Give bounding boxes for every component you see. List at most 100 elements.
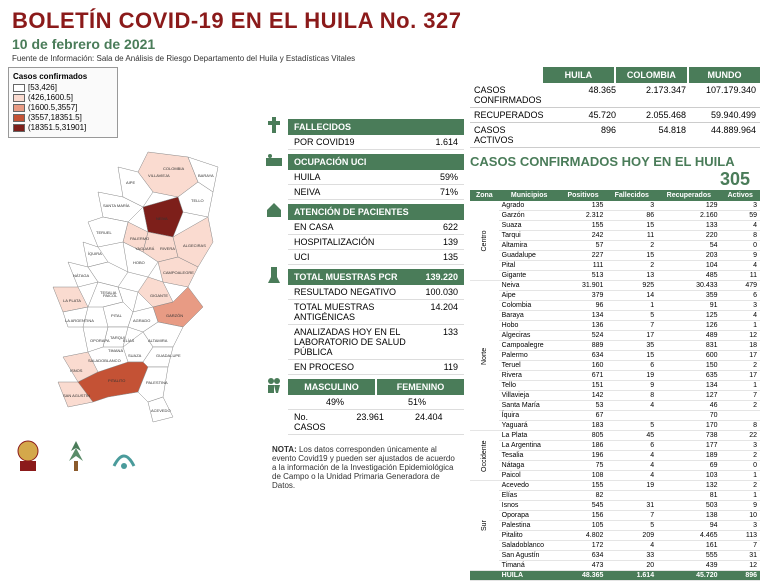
svg-text:COLOMBIA: COLOMBIA (163, 166, 184, 171)
svg-text:HOBO: HOBO (133, 260, 145, 265)
legend-title: Casos confirmados (13, 72, 113, 81)
table-row: Baraya13451254 (470, 311, 760, 321)
table-row: Palestina1055943 (470, 521, 760, 531)
table-row: OccidenteLa Plata8054573822 (470, 431, 760, 441)
section-row: NEIVA71% (288, 185, 464, 200)
svg-text:SUAZA: SUAZA (128, 353, 142, 358)
table-row: Suaza155151334 (470, 221, 760, 231)
deaths-header: FALLECIDOS (288, 119, 464, 135)
svg-text:ÍQUIRA: ÍQUIRA (88, 251, 102, 256)
pcr-icon (264, 265, 284, 285)
table-row: Garzón2.312862.16059 (470, 211, 760, 221)
section-row: EN PROCESO119 (288, 360, 464, 375)
stat-row: RECUPERADOS45.7202.055.46859.940.499 (470, 108, 760, 123)
svg-text:LA ARGENTINA: LA ARGENTINA (65, 318, 94, 323)
table-row: Nátaga754690 (470, 461, 760, 471)
section-row: HOSPITALIZACIÓN139 (288, 235, 464, 250)
section-row: ANALIZADAS HOY EN EL LABORATORIO DE SALU… (288, 325, 464, 360)
confirmed-today: CASOS CONFIRMADOS HOY EN EL HUILA 305 (470, 154, 760, 169)
gender-pct: 49% 51% (288, 395, 464, 410)
svg-text:SANTA MARÍA: SANTA MARÍA (103, 203, 130, 208)
section-row: HUILA59% (288, 170, 464, 185)
svg-text:PALERMO: PALERMO (130, 236, 149, 241)
table-row: Tello15191341 (470, 381, 760, 391)
uci-header: OCUPACIÓN UCI (288, 154, 464, 170)
svg-text:ALGECIRAS: ALGECIRAS (183, 243, 206, 248)
svg-text:PITALITO: PITALITO (108, 378, 125, 383)
gender-icon (264, 375, 284, 395)
svg-text:OPORAPA: OPORAPA (90, 338, 110, 343)
svg-text:ISNOS: ISNOS (70, 368, 83, 373)
svg-text:NEIVA: NEIVA (156, 216, 168, 221)
svg-text:BARAYA: BARAYA (198, 173, 214, 178)
patients-icon (264, 200, 284, 220)
table-row: Palermo6341560017 (470, 351, 760, 361)
legend-item: (18351.5,31901] (13, 123, 113, 132)
svg-text:CAMPOALEGRE: CAMPOALEGRE (163, 270, 194, 275)
table-row: Santa María534462 (470, 401, 760, 411)
table-row: SurAcevedo155191322 (470, 481, 760, 491)
table-row: Saladoblanco17241617 (470, 541, 760, 551)
table-row: Tesalia19641892 (470, 451, 760, 461)
svg-text:ACEVEDO: ACEVEDO (151, 408, 171, 413)
svg-text:YAGUARÁ: YAGUARÁ (135, 246, 155, 251)
table-row: Pitalito4.8022094.465113 (470, 531, 760, 541)
total-row: HUILA48.3651.61445.720896 (470, 571, 760, 581)
svg-text:GARZÓN: GARZÓN (166, 313, 183, 318)
svg-text:AGRADO: AGRADO (133, 318, 150, 323)
section-row: POR COVID191.614 (288, 135, 464, 150)
map-legend: Casos confirmados [53,426](426,1600.5](1… (8, 67, 118, 138)
page-title: BOLETÍN COVID-19 EN EL HUILA No. 327 (12, 8, 756, 34)
municipality-table: ZonaMunicipiosPositivosFallecidosRecuper… (470, 190, 760, 581)
section-row: RESULTADO NEGATIVO100.030 (288, 285, 464, 300)
table-row: Oporapa156713810 (470, 511, 760, 521)
table-row: La Argentina18661773 (470, 441, 760, 451)
svg-text:PITAL: PITAL (111, 313, 123, 318)
table-row: NorteNeiva31.90192530.433479 (470, 281, 760, 291)
svg-text:GUADALUPE: GUADALUPE (156, 353, 181, 358)
svg-text:GIGANTE: GIGANTE (150, 293, 168, 298)
svg-text:SAN AGUSTÍN: SAN AGUSTÍN (63, 393, 90, 398)
svg-text:RIVERA: RIVERA (160, 246, 175, 251)
huila-crece-logo (56, 436, 96, 476)
svg-text:ALTAMIRA: ALTAMIRA (148, 338, 168, 343)
legend-item: [53,426] (13, 83, 113, 92)
table-row: Timaná4732043912 (470, 561, 760, 571)
patients-header: ATENCIÓN DE PACIENTES (288, 204, 464, 220)
svg-text:AIPE: AIPE (126, 180, 135, 185)
deaths-icon (264, 115, 284, 135)
legend-item: (1600.5,3557] (13, 103, 113, 112)
table-row: Colombia961913 (470, 301, 760, 311)
svg-text:SALADOBLANCO: SALADOBLANCO (88, 358, 121, 363)
gender-cases: No. CASOS 23.961 24.404 (288, 410, 464, 435)
table-row: Guadalupe227152039 (470, 251, 760, 261)
uci-icon (264, 150, 284, 170)
section-row: EN CASA622 (288, 220, 464, 235)
section-row: UCI135 (288, 250, 464, 265)
table-row: Hobo13671261 (470, 321, 760, 331)
source-text: Fuente de Información: Sala de Análisis … (12, 54, 756, 63)
secretaria-salud-logo (104, 436, 144, 476)
svg-text:ELÍAS: ELÍAS (123, 338, 135, 343)
legend-item: (426,1600.5] (13, 93, 113, 102)
table-row: Villavieja14281277 (470, 391, 760, 401)
gender-header: MASCULINO FEMENINO (288, 379, 464, 395)
svg-text:VILLAVIEJA: VILLAVIEJA (148, 173, 170, 178)
table-row: Paicol10841031 (470, 471, 760, 481)
table-row: Yaguará18351708 (470, 421, 760, 431)
svg-text:PALESTINA: PALESTINA (146, 380, 168, 385)
svg-text:TERUEL: TERUEL (96, 230, 113, 235)
section-row: TOTAL MUESTRAS ANTIGÉNICAS14.204 (288, 300, 464, 325)
svg-text:PAICOL: PAICOL (103, 293, 118, 298)
pcr-header: TOTAL MUESTRAS PCR139.220 (288, 269, 464, 285)
choropleth-map: COLOMBIABARAYA TELLOAIPE NEIVASANTA MARÍ… (8, 142, 258, 432)
table-row: Aipe379143596 (470, 291, 760, 301)
table-row: Íquira6770 (470, 411, 760, 421)
table-row: Tarqui242112208 (470, 231, 760, 241)
svg-text:NÁTAGA: NÁTAGA (73, 273, 89, 278)
table-row: Campoalegre8893583118 (470, 341, 760, 351)
top-stats-table: HUILA COLOMBIA MUNDO CASOS CONFIRMADOS48… (470, 67, 760, 148)
table-row: San Agustín6343355531 (470, 551, 760, 561)
legend-item: (3557,18351.5] (13, 113, 113, 122)
table-row: Teruel16061502 (470, 361, 760, 371)
